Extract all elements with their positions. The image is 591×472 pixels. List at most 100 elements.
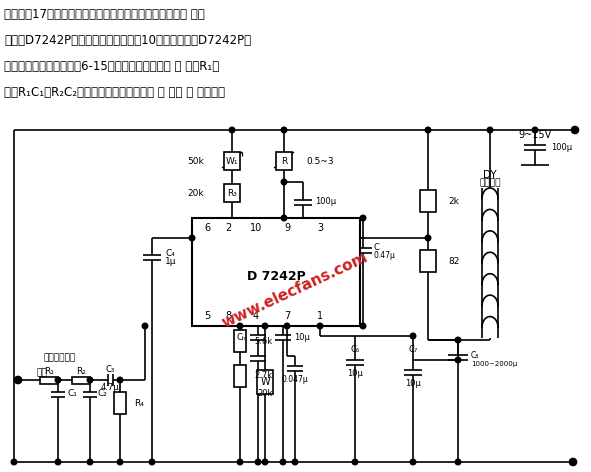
Circle shape <box>360 215 366 221</box>
Bar <box>420 250 436 272</box>
Circle shape <box>425 127 431 133</box>
Text: 1000~2000μ: 1000~2000μ <box>471 361 517 367</box>
Text: C: C <box>374 244 380 253</box>
Circle shape <box>229 127 235 133</box>
Text: 10μ: 10μ <box>347 369 363 378</box>
Bar <box>224 152 240 170</box>
Bar <box>234 330 246 352</box>
Circle shape <box>570 458 576 465</box>
Circle shape <box>255 459 261 465</box>
Text: C₄: C₄ <box>165 250 175 259</box>
Text: C₁: C₁ <box>67 388 77 397</box>
Text: R₄: R₄ <box>134 398 144 407</box>
Text: 2.7k: 2.7k <box>254 371 272 380</box>
Text: 10μ: 10μ <box>405 379 421 388</box>
Circle shape <box>571 126 579 134</box>
Text: 5: 5 <box>204 311 210 321</box>
Text: 元件。D7242P的外形采用单列直插式10脚塑料封装。D7242P场: 元件。D7242P的外形采用单列直插式10脚塑料封装。D7242P场 <box>4 34 251 47</box>
Bar <box>192 218 360 326</box>
Text: 4: 4 <box>253 311 259 321</box>
Text: 8: 8 <box>225 311 231 321</box>
Text: C₇: C₇ <box>408 346 418 354</box>
Text: W: W <box>260 377 270 387</box>
Circle shape <box>410 333 416 339</box>
Bar <box>420 190 436 212</box>
Text: C₆: C₆ <box>350 346 360 354</box>
Circle shape <box>15 377 21 383</box>
Text: 20k: 20k <box>187 188 204 197</box>
Circle shape <box>11 459 17 465</box>
Text: 4.7μ: 4.7μ <box>100 383 119 393</box>
Text: 入，R₁C₁、R₂C₂组成二级积分电路，用来 取 出场 同 步脉冲。: 入，R₁C₁、R₂C₂组成二级积分电路，用来 取 出场 同 步脉冲。 <box>4 86 225 99</box>
Circle shape <box>237 323 243 329</box>
Bar <box>114 392 126 414</box>
Text: 100μ: 100μ <box>315 197 336 207</box>
Circle shape <box>532 127 538 133</box>
Bar <box>224 184 240 202</box>
Circle shape <box>87 377 93 383</box>
Text: 2k: 2k <box>448 196 459 205</box>
Text: 5.6k: 5.6k <box>254 337 272 346</box>
Text: Cₕ: Cₕ <box>237 332 246 342</box>
Circle shape <box>87 459 93 465</box>
Text: 9~15V: 9~15V <box>518 130 551 140</box>
Text: 扫描电路的应用实例如图6-15所示。复合同步信号 从 电阵R₁加: 扫描电路的应用实例如图6-15所示。复合同步信号 从 电阵R₁加 <box>4 60 219 73</box>
Text: 偏转线圈: 偏转线圈 <box>479 178 501 187</box>
Text: 6: 6 <box>204 223 210 233</box>
Text: 1: 1 <box>317 311 323 321</box>
Circle shape <box>281 215 287 221</box>
Text: 20k: 20k <box>257 388 272 397</box>
Text: C₃: C₃ <box>105 364 115 373</box>
Text: 10μ: 10μ <box>294 332 310 342</box>
Circle shape <box>262 459 268 465</box>
Text: www.elecfans.com: www.elecfans.com <box>219 250 371 330</box>
Circle shape <box>55 459 61 465</box>
Circle shape <box>292 459 298 465</box>
Text: 3: 3 <box>317 223 323 233</box>
Text: W₁: W₁ <box>226 157 238 166</box>
Circle shape <box>280 459 286 465</box>
Circle shape <box>281 127 287 133</box>
Circle shape <box>487 127 493 133</box>
Text: 10: 10 <box>250 223 262 233</box>
Bar <box>40 377 58 384</box>
Circle shape <box>455 459 461 465</box>
Circle shape <box>425 235 431 241</box>
Circle shape <box>117 377 123 383</box>
Circle shape <box>281 179 287 185</box>
Circle shape <box>455 357 461 363</box>
Text: 0.47μ: 0.47μ <box>374 252 396 261</box>
Text: D 7242P: D 7242P <box>246 270 306 284</box>
Bar <box>234 365 246 387</box>
Text: 100μ: 100μ <box>551 143 572 152</box>
Text: 0.047μ: 0.047μ <box>282 376 309 385</box>
Text: 50k: 50k <box>187 157 204 166</box>
Text: 0.5~3: 0.5~3 <box>306 157 334 166</box>
Bar <box>276 152 292 170</box>
Circle shape <box>189 235 195 241</box>
Circle shape <box>237 459 243 465</box>
Circle shape <box>410 459 416 465</box>
Text: 7: 7 <box>284 311 290 321</box>
Text: R₃: R₃ <box>227 188 237 197</box>
Circle shape <box>317 323 323 329</box>
Circle shape <box>142 323 148 329</box>
Text: 9: 9 <box>284 223 290 233</box>
Circle shape <box>149 459 155 465</box>
Text: R: R <box>281 157 287 166</box>
Circle shape <box>262 323 268 329</box>
Text: 82: 82 <box>448 256 459 265</box>
Text: 输入: 输入 <box>37 369 47 378</box>
Text: R₂: R₂ <box>76 366 86 376</box>
Circle shape <box>360 323 366 329</box>
Circle shape <box>352 459 358 465</box>
Circle shape <box>455 337 461 343</box>
Text: 2: 2 <box>225 223 231 233</box>
Text: 1μ: 1μ <box>165 258 177 267</box>
Bar <box>72 377 90 384</box>
Text: C₈: C₈ <box>471 352 479 361</box>
Circle shape <box>55 377 61 383</box>
Text: R₁: R₁ <box>44 366 54 376</box>
Text: C₂: C₂ <box>98 388 108 397</box>
Text: DY: DY <box>483 170 497 180</box>
